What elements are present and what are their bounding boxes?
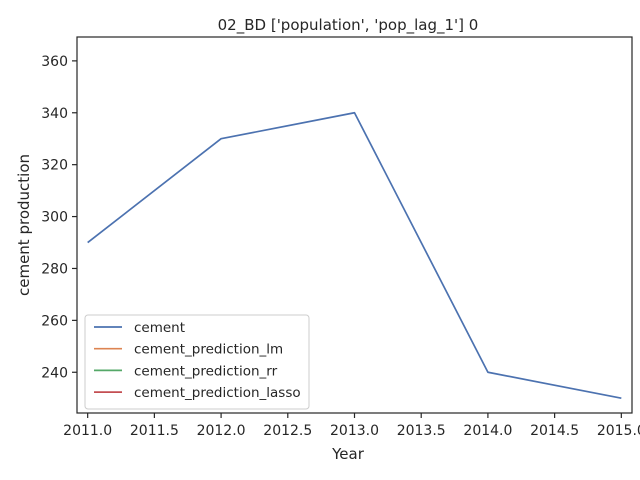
legend-items: cement cement_prediction_lm cement_predict…	[94, 320, 301, 401]
legend-label: cement_prediction_rr	[134, 363, 278, 379]
x-tick-label: 2011.5	[130, 423, 179, 439]
x-tick-label: 2014.5	[530, 423, 579, 439]
legend-label: cement_prediction_lasso	[134, 385, 301, 401]
series-layer	[87, 111, 622, 400]
x-axis-label: Year	[331, 445, 365, 463]
x-tick-label: 2015.0	[597, 423, 640, 439]
x-tick-label: 2012.5	[263, 423, 312, 439]
x-tick-label: 2014.0	[463, 423, 512, 439]
y-tick-label: 260	[41, 313, 68, 329]
chart-title: 02_BD ['population', 'pop_lag_1'] 0	[218, 16, 479, 35]
x-tick-label: 2013.0	[330, 423, 379, 439]
legend-label: cement	[134, 320, 185, 336]
x-tick-label: 2013.5	[397, 423, 446, 439]
legend-label: cement_prediction_lm	[134, 342, 283, 358]
y-tick-label: 340	[41, 106, 68, 122]
y-tick-label: 240	[41, 365, 68, 381]
y-tick-label: 360	[41, 54, 68, 70]
y-axis-label: cement production	[15, 154, 33, 296]
y-tick-label: 300	[41, 210, 68, 226]
legend-box	[84, 314, 310, 410]
x-tick-label: 2011.0	[63, 423, 112, 439]
y-tick-label: 280	[41, 261, 68, 277]
ticks-layer: 2011.0 2011.5 2012.0 2012.5 2013.0 2013.5 2014…	[41, 54, 640, 439]
y-tick-label: 320	[41, 158, 68, 174]
legend: cement cement_prediction_lm cement_predict…	[84, 314, 310, 410]
x-tick-label: 2012.0	[197, 423, 246, 439]
series-line-cement	[87, 111, 622, 400]
